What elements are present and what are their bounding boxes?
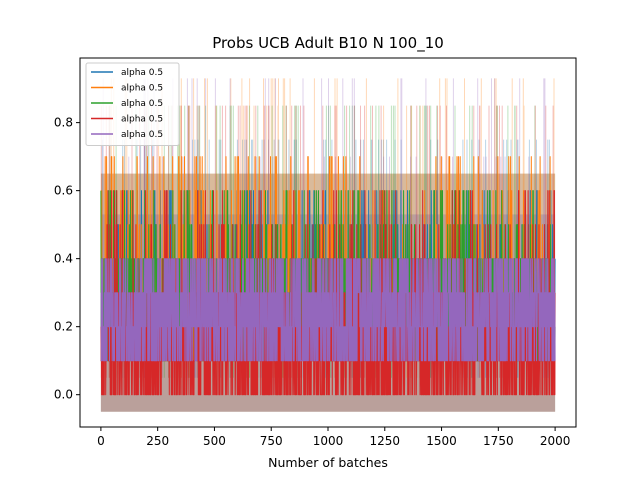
x-tick-label: 1000 xyxy=(313,434,344,448)
legend-label-4: alpha 0.5 xyxy=(121,115,163,125)
legend-label-1: alpha 0.5 xyxy=(121,68,163,78)
x-tick-label: 500 xyxy=(203,434,226,448)
y-tick-label: 0.2 xyxy=(54,320,73,334)
legend: alpha 0.5 alpha 0.5 alpha 0.5 alpha 0.5 alph… xyxy=(85,62,180,146)
x-tick-label: 750 xyxy=(260,434,283,448)
x-tick-label: 1750 xyxy=(483,434,514,448)
x-axis: 0 250 500 750 1000 1250 1500 1750 2000 xyxy=(97,427,570,448)
x-axis-label: Number of batches xyxy=(268,455,388,470)
series-5-line xyxy=(100,258,556,362)
legend-box xyxy=(85,62,180,146)
legend-label-5: alpha 0.5 xyxy=(121,130,163,140)
legend-label-3: alpha 0.5 xyxy=(121,99,163,109)
y-tick-label: 0.0 xyxy=(54,388,73,402)
y-tick-label: 0.4 xyxy=(54,252,73,266)
y-tick-label: 0.6 xyxy=(54,184,73,198)
x-tick-label: 2000 xyxy=(540,434,571,448)
y-axis: 0.0 0.2 0.4 0.6 0.8 xyxy=(54,116,80,402)
x-tick-label: 1500 xyxy=(426,434,457,448)
y-tick-label: 0.8 xyxy=(54,116,73,130)
legend-label-2: alpha 0.5 xyxy=(121,84,163,94)
plot-area xyxy=(100,78,556,412)
x-tick-label: 0 xyxy=(97,434,105,448)
x-tick-label: 1250 xyxy=(370,434,401,448)
chart-title: Probs UCB Adult B10 N 100_10 xyxy=(212,34,444,53)
x-tick-label: 250 xyxy=(146,434,169,448)
